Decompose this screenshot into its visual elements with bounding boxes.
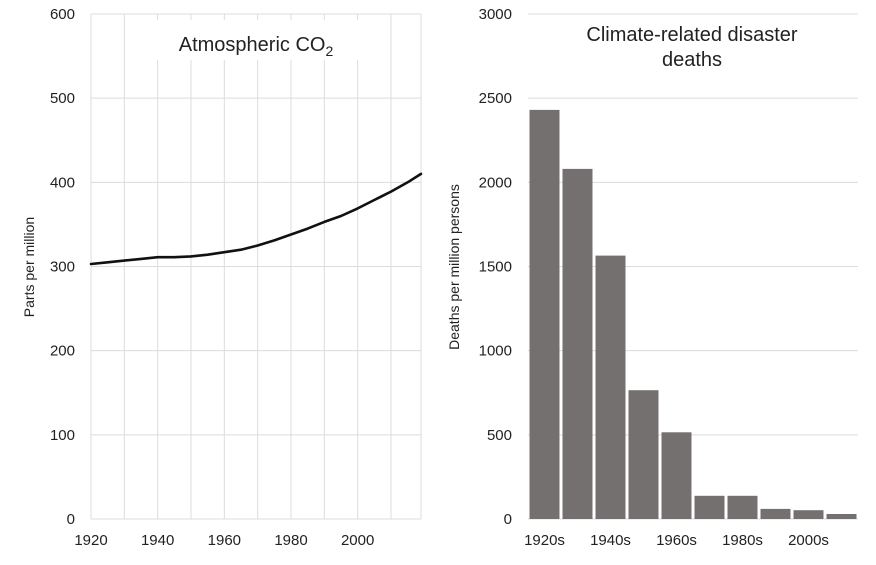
co2-line-chart: 0 100 200 300 400 500 600 1920 1940 1960 1980 2000… — [21, 6, 423, 549]
co2-series-line — [89, 172, 423, 266]
co2-x-tick-label: 2000 — [341, 532, 374, 549]
disaster-deaths-bar-chart: 0 500 1000 1500 2000 2500 3000 1920s 1940s 1960s… — [446, 6, 858, 549]
co2-x-tick-labels: 1920 1940 1960 1980 2000 — [74, 532, 374, 549]
co2-y-axis-title: Parts per million — [21, 217, 37, 317]
deaths-y-tick-label: 0 — [504, 511, 512, 528]
deaths-bar-1920s — [529, 109, 560, 520]
deaths-y-tick-label: 3000 — [479, 6, 512, 23]
co2-y-tick-label: 0 — [67, 511, 75, 528]
co2-y-tick-label: 500 — [50, 90, 75, 107]
co2-title-background — [156, 20, 368, 60]
deaths-bar-2010s — [826, 514, 857, 519]
co2-y-tick-labels: 0 100 200 300 400 500 600 — [50, 6, 75, 528]
deaths-bar-1970s — [694, 495, 725, 519]
co2-x-tick-label: 1920 — [74, 532, 107, 549]
co2-gridlines — [90, 13, 422, 520]
deaths-bar-1960s — [661, 432, 692, 519]
deaths-x-tick-labels: 1920s 1940s 1960s 1980s 2000s — [524, 532, 829, 549]
deaths-bar-1990s — [760, 508, 791, 519]
deaths-chart-title-line-2: deaths — [662, 49, 722, 71]
co2-x-tick-label: 1940 — [141, 532, 174, 549]
deaths-x-tick-label: 1980s — [722, 532, 763, 549]
deaths-x-tick-label: 1960s — [656, 532, 697, 549]
deaths-y-tick-label: 1000 — [479, 343, 512, 360]
deaths-y-tick-labels: 0 500 1000 1500 2000 2500 3000 — [479, 6, 512, 528]
co2-y-tick-label: 100 — [50, 427, 75, 444]
deaths-x-tick-label: 1920s — [524, 532, 565, 549]
co2-x-tick-label: 1960 — [208, 532, 241, 549]
deaths-bar-1950s — [628, 390, 659, 519]
deaths-x-tick-label: 1940s — [590, 532, 631, 549]
co2-chart-title: Atmospheric CO2 — [179, 34, 334, 59]
deaths-bar-1930s — [562, 168, 593, 519]
deaths-x-tick-label: 2000s — [788, 532, 829, 549]
deaths-y-tick-label: 500 — [487, 427, 512, 444]
co2-y-tick-label: 300 — [50, 259, 75, 276]
deaths-bar-1980s — [727, 495, 758, 519]
co2-y-tick-label: 200 — [50, 343, 75, 360]
deaths-y-tick-label: 2000 — [479, 174, 512, 191]
deaths-y-tick-label: 1500 — [479, 259, 512, 276]
deaths-y-axis-title: Deaths per million persons — [446, 184, 462, 350]
deaths-bars — [529, 109, 857, 520]
deaths-bar-2000s — [793, 510, 824, 519]
co2-x-tick-label: 1980 — [274, 532, 307, 549]
deaths-y-tick-label: 2500 — [479, 90, 512, 107]
co2-y-tick-label: 600 — [50, 6, 75, 23]
co2-y-tick-label: 400 — [50, 174, 75, 191]
deaths-chart-title-line-1: Climate-related disaster — [586, 24, 798, 46]
deaths-bar-1940s — [595, 255, 626, 519]
